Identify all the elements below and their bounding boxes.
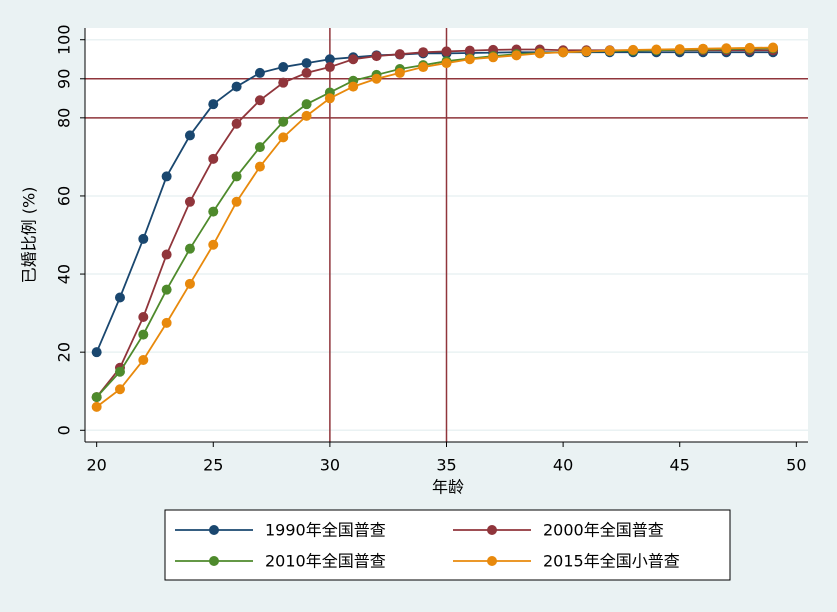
data-point (138, 354, 149, 365)
data-point (278, 62, 289, 73)
ticks: 0 20 40 60 80 90 100 20 25 30 35 40 45 50 (55, 24, 807, 474)
data-point (441, 46, 452, 57)
x-tick-label: 40 (553, 456, 573, 475)
data-point (371, 51, 382, 62)
data-point (231, 196, 242, 207)
data-point (418, 62, 429, 73)
legend-label: 1990年全国普查 (265, 521, 386, 540)
data-point (301, 58, 312, 69)
data-point (114, 384, 125, 395)
data-point (184, 130, 195, 141)
data-point (161, 317, 172, 328)
data-point (91, 347, 102, 358)
data-point (208, 99, 219, 110)
y-tick-label: 20 (55, 342, 74, 362)
data-point (324, 62, 335, 73)
data-point (441, 58, 452, 69)
data-point (744, 42, 755, 53)
data-point (348, 81, 359, 92)
data-point (114, 292, 125, 303)
y-tick-label: 90 (55, 69, 74, 89)
data-point (254, 142, 265, 153)
data-point (511, 50, 522, 61)
data-point (184, 196, 195, 207)
data-point (208, 239, 219, 250)
data-point (278, 77, 289, 88)
legend-marker (487, 556, 497, 566)
data-point (278, 116, 289, 127)
legend-label: 2000年全国普查 (543, 521, 664, 540)
data-point (674, 44, 685, 55)
data-point (301, 110, 312, 121)
series (91, 42, 779, 412)
x-tick-label: 35 (436, 456, 456, 475)
data-point (348, 54, 359, 65)
data-point (604, 45, 615, 56)
y-tick-label: 100 (55, 24, 74, 55)
data-point (418, 47, 429, 58)
data-point (138, 233, 149, 244)
x-tick-label: 20 (86, 456, 106, 475)
y-axis-title: 已婚比例 (%) (20, 187, 39, 284)
data-point (628, 44, 639, 55)
data-point (721, 43, 732, 54)
legend-marker (209, 525, 219, 535)
data-point (161, 249, 172, 260)
data-point (581, 46, 592, 57)
data-point (254, 95, 265, 106)
legend-label: 2015年全国小普查 (543, 552, 680, 571)
legend: 1990年全国普查 2000年全国普查 2010年全国普查 2015年全国小普查 (175, 521, 680, 571)
legend-marker (209, 556, 219, 566)
data-point (208, 153, 219, 164)
data-point (651, 44, 662, 55)
data-point (254, 161, 265, 172)
y-tick-label: 0 (55, 425, 74, 435)
data-point (184, 243, 195, 254)
data-point (534, 48, 545, 59)
x-tick-label: 45 (670, 456, 690, 475)
legend-label: 2010年全国普查 (265, 552, 386, 571)
data-point (371, 73, 382, 84)
data-point (768, 42, 779, 53)
data-point (91, 392, 102, 403)
y-tick-label: 40 (55, 264, 74, 284)
x-axis-title: 年龄 (432, 478, 464, 497)
data-point (698, 43, 709, 54)
data-point (558, 47, 569, 58)
data-point (114, 366, 125, 377)
data-point (324, 93, 335, 104)
reference-lines (85, 28, 808, 442)
data-point (464, 54, 475, 65)
data-point (91, 401, 102, 412)
x-tick-label: 30 (320, 456, 340, 475)
legend-marker (487, 525, 497, 535)
data-point (488, 52, 499, 63)
y-tick-label: 80 (55, 108, 74, 128)
data-point (231, 81, 242, 92)
data-point (254, 67, 265, 78)
data-point (324, 54, 335, 65)
x-tick-label: 50 (786, 456, 806, 475)
data-point (278, 132, 289, 143)
data-point (138, 312, 149, 323)
data-point (464, 45, 475, 56)
data-point (184, 278, 195, 289)
y-tick-label: 60 (55, 186, 74, 206)
data-point (394, 49, 405, 60)
data-point (161, 171, 172, 182)
legend-box (164, 509, 731, 581)
data-point (138, 329, 149, 340)
data-point (231, 171, 242, 182)
x-tick-label: 25 (203, 456, 223, 475)
data-point (161, 284, 172, 295)
data-point (231, 118, 242, 129)
data-point (394, 67, 405, 78)
data-point (301, 67, 312, 78)
data-point (301, 99, 312, 110)
data-point (208, 206, 219, 217)
